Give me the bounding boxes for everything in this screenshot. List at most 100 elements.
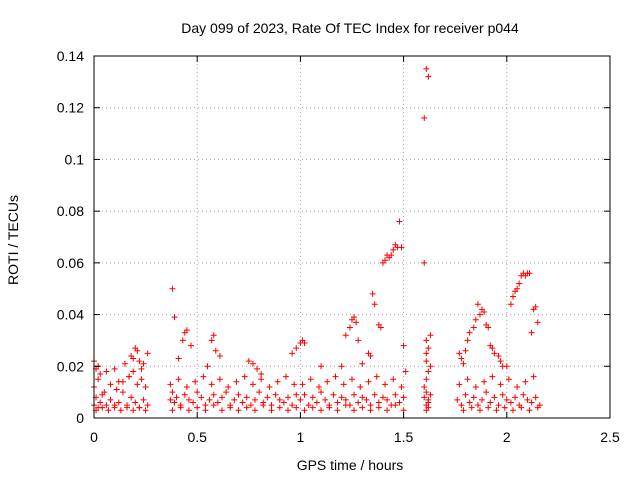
data-point xyxy=(264,394,271,401)
data-point xyxy=(140,396,147,403)
data-point xyxy=(111,402,118,409)
data-point xyxy=(235,407,242,414)
data-point xyxy=(318,407,325,414)
data-point xyxy=(349,376,355,383)
grid-lines xyxy=(94,56,610,418)
data-point xyxy=(301,340,308,347)
data-point xyxy=(367,402,374,409)
data-point xyxy=(357,383,364,390)
data-point xyxy=(476,407,483,414)
data-point xyxy=(503,396,510,403)
data-point xyxy=(392,402,399,409)
data-point xyxy=(532,394,539,401)
data-point xyxy=(167,396,174,403)
data-point xyxy=(342,332,349,339)
data-point xyxy=(285,394,292,401)
data-point xyxy=(425,368,432,375)
data-point xyxy=(136,358,143,365)
data-point xyxy=(212,347,219,354)
data-point xyxy=(107,381,114,388)
data-point xyxy=(388,252,395,259)
data-point xyxy=(342,402,349,409)
data-point xyxy=(113,386,120,393)
data-point xyxy=(119,389,126,396)
data-point xyxy=(379,394,386,401)
data-point xyxy=(200,373,207,380)
data-point xyxy=(130,368,137,375)
data-point xyxy=(402,368,409,375)
data-point xyxy=(468,404,475,411)
data-point xyxy=(276,396,283,403)
data-point xyxy=(481,308,488,315)
data-point xyxy=(363,396,370,403)
data-point xyxy=(524,396,531,403)
data-point xyxy=(225,383,232,390)
data-point xyxy=(460,360,467,367)
data-point xyxy=(138,376,145,383)
data-point xyxy=(169,407,176,414)
data-point xyxy=(130,355,137,362)
data-point xyxy=(190,399,197,406)
data-point xyxy=(169,389,176,396)
data-point xyxy=(124,404,131,411)
data-point xyxy=(233,378,240,385)
data-point xyxy=(518,404,525,411)
data-point xyxy=(144,350,151,357)
data-point xyxy=(305,402,312,409)
data-point xyxy=(460,407,467,414)
data-point xyxy=(507,399,514,406)
data-point xyxy=(470,394,477,401)
data-point xyxy=(117,407,124,414)
plot-area-border xyxy=(93,55,611,419)
data-point xyxy=(291,381,298,388)
data-point xyxy=(249,360,256,367)
y-tick-label: 0.14 xyxy=(57,48,84,64)
data-point xyxy=(371,301,378,308)
data-point xyxy=(479,396,486,403)
data-point xyxy=(481,378,488,385)
data-point xyxy=(400,342,407,349)
data-point xyxy=(132,399,139,406)
data-point xyxy=(251,396,258,403)
data-point xyxy=(499,391,506,398)
data-point xyxy=(202,402,209,409)
data-point xyxy=(128,394,135,401)
data-point xyxy=(534,404,541,411)
data-point xyxy=(239,399,246,406)
data-point xyxy=(334,407,341,414)
data-point xyxy=(144,402,151,409)
data-point xyxy=(483,389,490,396)
data-point xyxy=(491,350,498,357)
data-point xyxy=(324,378,331,385)
data-point xyxy=(340,381,347,388)
data-point xyxy=(121,360,128,367)
data-point xyxy=(332,373,339,380)
data-point xyxy=(476,311,483,318)
data-point xyxy=(210,332,217,339)
data-point xyxy=(194,389,201,396)
data-point xyxy=(138,365,145,372)
data-point xyxy=(293,391,300,398)
data-point xyxy=(183,383,190,390)
data-point xyxy=(258,376,265,383)
data-point xyxy=(505,376,512,383)
data-point xyxy=(516,280,523,287)
data-point xyxy=(526,407,533,414)
data-point xyxy=(423,350,430,357)
data-point xyxy=(309,394,316,401)
data-point xyxy=(208,337,215,344)
data-point xyxy=(103,402,110,409)
data-point xyxy=(532,303,539,310)
data-point xyxy=(188,342,195,349)
data-point xyxy=(258,371,265,378)
data-point xyxy=(485,404,492,411)
data-point xyxy=(231,396,238,403)
data-point xyxy=(491,394,498,401)
data-point xyxy=(330,391,337,398)
data-point xyxy=(423,65,430,72)
data-point xyxy=(371,391,378,398)
data-point xyxy=(466,329,473,336)
data-point xyxy=(375,404,382,411)
y-axis-label: ROTI / TECUs xyxy=(5,195,21,285)
data-point xyxy=(334,399,341,406)
